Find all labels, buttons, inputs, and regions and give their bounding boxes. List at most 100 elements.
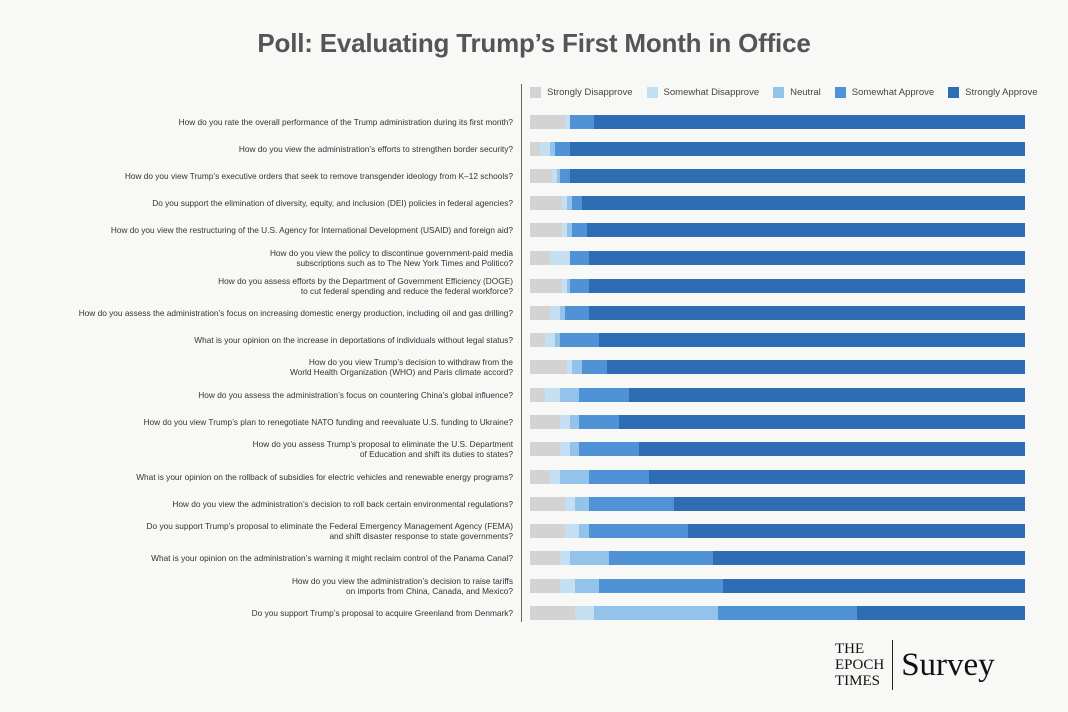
- question-label: How do you assess the administration’s f…: [13, 390, 513, 401]
- bar-row: [530, 579, 1025, 593]
- bar-segment-somewhat-approve: [579, 442, 639, 456]
- legend-label: Strongly Disapprove: [547, 86, 633, 98]
- bar-segment-strongly-approve: [569, 142, 1025, 156]
- bar-segment-strongly-approve: [589, 306, 1025, 320]
- question-label-line: How do you view the restructuring of the…: [110, 224, 513, 235]
- bar-segment-strongly-disapprove: [530, 551, 560, 565]
- bar-row: [530, 470, 1025, 484]
- bar-segment-neutral: [567, 279, 570, 293]
- bar-segment-strongly-disapprove: [530, 388, 545, 402]
- bar-segment-strongly-disapprove: [530, 306, 550, 320]
- legend-label: Neutral: [790, 86, 821, 98]
- bar-row: [530, 279, 1025, 293]
- bar-segment-somewhat-approve: [569, 115, 595, 129]
- bar-segment-somewhat-disapprove: [544, 388, 560, 402]
- bar-segment-neutral: [559, 306, 565, 320]
- question-label: How do you assess efforts by the Departm…: [13, 276, 513, 297]
- bar-segment-somewhat-approve: [564, 306, 590, 320]
- bar-segment-somewhat-disapprove: [562, 279, 568, 293]
- logo-line-1: THE: [835, 641, 865, 657]
- bar-segment-somewhat-disapprove: [559, 579, 575, 593]
- bar-segment-strongly-approve: [856, 606, 1025, 620]
- question-label-line: How do you rate the overall performance …: [178, 116, 513, 127]
- question-label-line: How do you view Trump’s decision to with…: [308, 356, 513, 367]
- bar-segment-strongly-disapprove: [530, 115, 565, 129]
- bar-segment-somewhat-approve: [599, 579, 724, 593]
- question-label-line: How do you assess Trump’s proposal to el…: [252, 438, 513, 449]
- bar-segment-somewhat-approve: [718, 606, 857, 620]
- question-label: How do you view Trump’s plan to renegoti…: [13, 417, 513, 428]
- bar-row: [530, 606, 1025, 620]
- question-label-line: Do you support Trump’s proposal to elimi…: [146, 520, 513, 531]
- bar-segment-somewhat-disapprove: [562, 196, 568, 210]
- question-label-line: How do you view Trump’s plan to renegoti…: [143, 416, 513, 427]
- bar-segment-somewhat-disapprove: [549, 251, 570, 265]
- bar-segment-strongly-approve: [723, 579, 1025, 593]
- bar-row: [530, 360, 1025, 374]
- legend-item: Somewhat Disapprove: [646, 86, 760, 98]
- bar-row: [530, 169, 1025, 183]
- bar-row: [530, 115, 1025, 129]
- bar-segment-strongly-approve: [673, 497, 1025, 511]
- bar-segment-strongly-disapprove: [530, 169, 553, 183]
- bar-segment-neutral: [569, 415, 580, 429]
- bar-segment-strongly-approve: [599, 333, 1025, 347]
- bar-segment-somewhat-disapprove: [539, 142, 550, 156]
- bar-segment-somewhat-approve: [579, 388, 629, 402]
- bar-segment-somewhat-approve: [609, 551, 714, 565]
- bar-segment-strongly-disapprove: [530, 442, 560, 456]
- epoch-times-survey-logo: THE EPOCH TIMES Survey: [835, 639, 995, 691]
- question-label: How do you rate the overall performance …: [13, 117, 513, 128]
- legend: Strongly Disapprove Somewhat Disapprove Ne…: [530, 84, 1052, 100]
- chart-title: Poll: Evaluating Trump’s First Month in …: [257, 28, 811, 58]
- question-label: How do you view the administration’s dec…: [13, 499, 513, 510]
- bar-segment-neutral: [572, 360, 582, 374]
- bar-segment-strongly-approve: [648, 470, 1025, 484]
- bar-segment-strongly-disapprove: [530, 606, 575, 620]
- bar-segment-somewhat-disapprove: [574, 606, 595, 620]
- legend-item: Neutral: [773, 86, 821, 98]
- bar-segment-somewhat-approve: [559, 333, 600, 347]
- bar-segment-somewhat-approve: [589, 470, 649, 484]
- bar-row: [530, 524, 1025, 538]
- bar-segment-somewhat-approve: [559, 169, 570, 183]
- bar-segment-somewhat-approve: [572, 223, 587, 237]
- legend-swatch: [530, 86, 541, 98]
- bar-segment-strongly-disapprove: [530, 470, 550, 484]
- bar-segment-strongly-approve: [589, 279, 1025, 293]
- bar-row: [530, 306, 1025, 320]
- question-label: How do you view the administration’s eff…: [13, 144, 513, 155]
- bar-segment-somewhat-approve: [572, 196, 582, 210]
- legend-label: Strongly Approve: [965, 86, 1038, 98]
- bar-segment-strongly-disapprove: [530, 579, 560, 593]
- question-label: How do you view Trump’s decision to with…: [13, 357, 513, 378]
- bar-segment-somewhat-approve: [569, 251, 590, 265]
- bar-row: [530, 196, 1025, 210]
- bar-segment-somewhat-approve: [581, 360, 607, 374]
- bar-segment-strongly-approve: [619, 415, 1025, 429]
- bar-segment-somewhat-approve: [554, 142, 570, 156]
- legend-label: Somewhat Approve: [851, 86, 935, 98]
- bar-segment-neutral: [594, 606, 719, 620]
- bar-segment-somewhat-approve: [589, 524, 689, 538]
- bar-segment-strongly-disapprove: [530, 524, 565, 538]
- bar-row: [530, 223, 1025, 237]
- bar-row: [530, 497, 1025, 511]
- bar-segment-strongly-approve: [628, 388, 1025, 402]
- bar-segment-neutral: [574, 497, 590, 511]
- bar-row: [530, 442, 1025, 456]
- question-label-line: World Health Organization (WHO) and Pari…: [289, 367, 513, 377]
- bar-row: [530, 251, 1025, 265]
- bar-segment-somewhat-disapprove: [549, 306, 560, 320]
- question-label-line: How do you assess the administration’s f…: [198, 389, 513, 400]
- bar-segment-strongly-approve: [586, 223, 1025, 237]
- logo-survey-text: Survey: [901, 646, 995, 683]
- bar-segment-strongly-disapprove: [530, 279, 563, 293]
- legend-label: Somewhat Disapprove: [663, 86, 760, 98]
- bar-segment-neutral: [569, 551, 610, 565]
- bar-segment-strongly-approve: [589, 251, 1025, 265]
- question-label: What is your opinion on the increase in …: [13, 335, 513, 346]
- bar-segment-neutral: [579, 524, 590, 538]
- question-label: Do you support Trump’s proposal to elimi…: [13, 521, 513, 542]
- question-label-line: How do you view the administration’s eff…: [238, 143, 513, 154]
